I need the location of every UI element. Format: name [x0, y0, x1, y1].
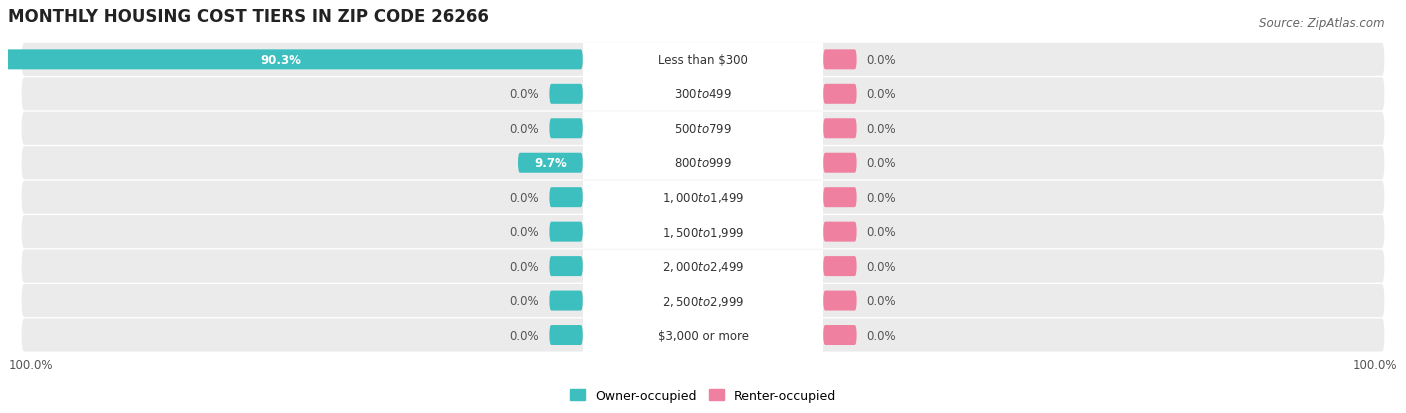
FancyBboxPatch shape [824, 325, 856, 345]
Text: 0.0%: 0.0% [510, 260, 540, 273]
FancyBboxPatch shape [824, 119, 856, 139]
FancyBboxPatch shape [824, 153, 856, 173]
Text: $800 to $999: $800 to $999 [673, 157, 733, 170]
Bar [582, 78, 824, 111]
FancyBboxPatch shape [21, 112, 1385, 145]
FancyBboxPatch shape [824, 50, 856, 70]
Text: $2,500 to $2,999: $2,500 to $2,999 [662, 294, 744, 308]
FancyBboxPatch shape [517, 153, 582, 173]
Text: $3,000 or more: $3,000 or more [658, 329, 748, 342]
Bar [582, 181, 824, 214]
Text: 90.3%: 90.3% [260, 54, 302, 66]
Text: 9.7%: 9.7% [534, 157, 567, 170]
FancyBboxPatch shape [550, 85, 582, 104]
Text: 0.0%: 0.0% [510, 191, 540, 204]
FancyBboxPatch shape [21, 181, 1385, 214]
FancyBboxPatch shape [21, 250, 1385, 283]
Text: $300 to $499: $300 to $499 [673, 88, 733, 101]
Text: 0.0%: 0.0% [866, 157, 896, 170]
Text: $2,000 to $2,499: $2,000 to $2,499 [662, 259, 744, 273]
Bar [582, 44, 824, 77]
FancyBboxPatch shape [0, 50, 582, 70]
FancyBboxPatch shape [550, 325, 582, 345]
FancyBboxPatch shape [21, 78, 1385, 111]
Text: 0.0%: 0.0% [866, 225, 896, 239]
FancyBboxPatch shape [21, 216, 1385, 249]
FancyBboxPatch shape [550, 291, 582, 311]
FancyBboxPatch shape [824, 85, 856, 104]
Text: Source: ZipAtlas.com: Source: ZipAtlas.com [1260, 17, 1385, 29]
Text: $500 to $799: $500 to $799 [673, 123, 733, 135]
FancyBboxPatch shape [824, 188, 856, 208]
Text: 0.0%: 0.0% [866, 329, 896, 342]
FancyBboxPatch shape [21, 284, 1385, 317]
FancyBboxPatch shape [550, 119, 582, 139]
Text: Less than $300: Less than $300 [658, 54, 748, 66]
Bar [582, 250, 824, 283]
FancyBboxPatch shape [21, 147, 1385, 180]
FancyBboxPatch shape [550, 256, 582, 276]
FancyBboxPatch shape [824, 256, 856, 276]
FancyBboxPatch shape [21, 319, 1385, 352]
FancyBboxPatch shape [824, 291, 856, 311]
Text: 0.0%: 0.0% [510, 225, 540, 239]
FancyBboxPatch shape [824, 222, 856, 242]
Bar [582, 147, 824, 180]
Text: 0.0%: 0.0% [866, 260, 896, 273]
Text: MONTHLY HOUSING COST TIERS IN ZIP CODE 26266: MONTHLY HOUSING COST TIERS IN ZIP CODE 2… [8, 8, 489, 26]
Text: 0.0%: 0.0% [510, 329, 540, 342]
Text: 0.0%: 0.0% [510, 123, 540, 135]
Text: 100.0%: 100.0% [1353, 358, 1398, 371]
Text: $1,500 to $1,999: $1,500 to $1,999 [662, 225, 744, 239]
Text: 0.0%: 0.0% [866, 123, 896, 135]
FancyBboxPatch shape [21, 44, 1385, 77]
FancyBboxPatch shape [550, 222, 582, 242]
Bar [582, 112, 824, 145]
Bar [582, 319, 824, 352]
Bar [582, 284, 824, 317]
Text: 0.0%: 0.0% [510, 294, 540, 307]
Bar [582, 216, 824, 249]
Text: 100.0%: 100.0% [8, 358, 53, 371]
Text: 0.0%: 0.0% [866, 88, 896, 101]
Text: 0.0%: 0.0% [510, 88, 540, 101]
Text: 0.0%: 0.0% [866, 54, 896, 66]
FancyBboxPatch shape [550, 188, 582, 208]
Text: 0.0%: 0.0% [866, 294, 896, 307]
Legend: Owner-occupied, Renter-occupied: Owner-occupied, Renter-occupied [565, 384, 841, 407]
Text: $1,000 to $1,499: $1,000 to $1,499 [662, 191, 744, 205]
Text: 0.0%: 0.0% [866, 191, 896, 204]
